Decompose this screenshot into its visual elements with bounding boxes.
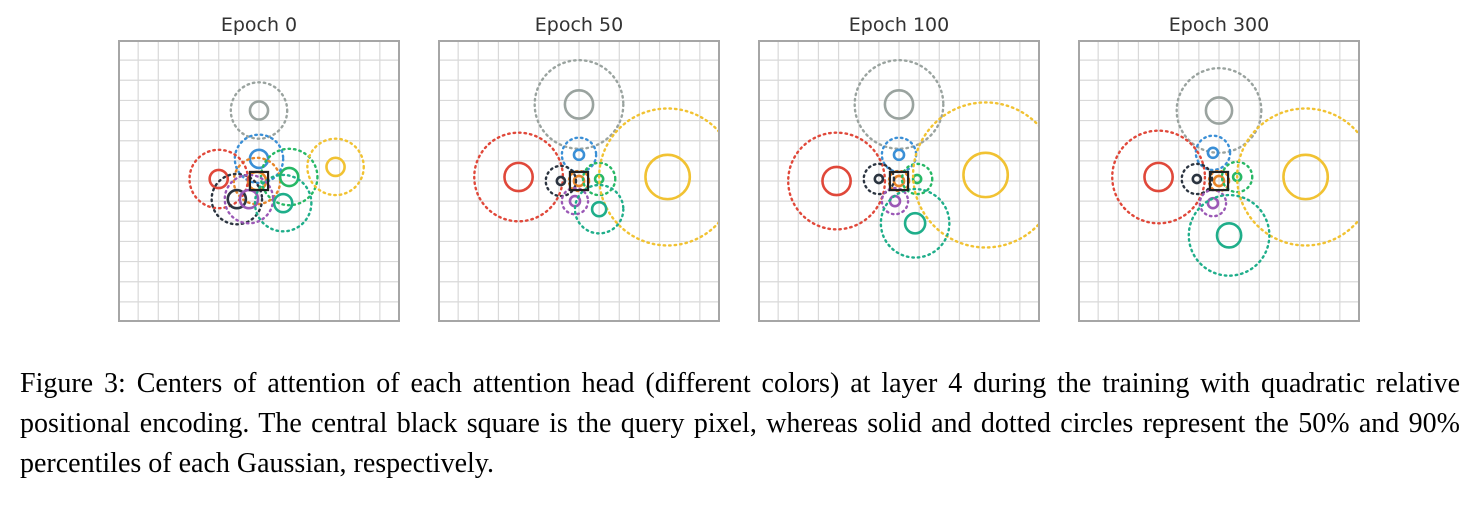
head-green-90-circle: [900, 162, 934, 196]
head-gray-50-circle: [563, 89, 595, 120]
head-purple-90-circle: [223, 173, 275, 225]
head-teal-90-circle: [253, 173, 313, 233]
head-black-50-circle: [555, 175, 567, 187]
figure-caption: Figure 3: Centers of attention of each a…: [20, 368, 1460, 479]
panel-title: Epoch 0: [220, 14, 298, 36]
head-teal-90-circle: [573, 183, 625, 235]
query-pixel-square: [248, 170, 270, 192]
head-red-90-circle: [787, 131, 887, 231]
head-yellow-50-circle: [644, 153, 692, 201]
head-green-90-circle: [581, 161, 617, 197]
grid: [758, 40, 1040, 322]
head-gray-50-circle: [1204, 96, 1234, 125]
head-teal-50-circle: [1215, 222, 1243, 249]
head-purple-90-circle: [880, 186, 910, 216]
query-pixel-square: [568, 170, 590, 192]
head-teal-90-circle: [1187, 193, 1271, 277]
head-yellow-90-circle: [911, 101, 1040, 249]
panel-epoch-100: Epoch 100: [758, 12, 1040, 324]
head-yellow-50-circle: [1282, 153, 1330, 201]
head-green-90-circle: [1220, 160, 1254, 194]
query-pixel-square: [1208, 170, 1230, 192]
head-black-50-circle: [1191, 173, 1203, 185]
head-gray-50-circle: [248, 100, 270, 121]
head-black-90-circle: [544, 164, 578, 198]
plot-frame: [118, 40, 400, 322]
panel-title: Epoch 50: [534, 14, 624, 36]
head-black-90-circle: [862, 162, 896, 196]
head-teal-90-circle: [879, 187, 951, 259]
attention-plot: [758, 40, 1040, 322]
attention-plot: [438, 40, 720, 322]
panel-epoch-300: Epoch 300: [1078, 12, 1360, 324]
head-teal-50-circle: [272, 192, 294, 214]
plot-frame: [1078, 40, 1360, 322]
plot-frame: [438, 40, 720, 322]
head-gray-90-circle: [853, 58, 945, 150]
head-teal-50-circle: [903, 211, 927, 235]
panel-title: Epoch 100: [848, 14, 950, 36]
head-yellow-90-circle: [597, 107, 720, 247]
head-yellow-90-circle: [306, 137, 365, 197]
head-gray-90-circle: [229, 81, 289, 140]
head-gray-50-circle: [883, 89, 915, 120]
head-blue-90-circle: [233, 133, 285, 185]
head-green-50-circle: [911, 173, 923, 185]
plot-frame: [758, 40, 1040, 322]
head-green-90-circle: [259, 147, 319, 207]
head-red-50-circle: [1143, 161, 1174, 193]
head-red-90-circle: [188, 148, 250, 210]
panel-epoch-0: Epoch 0: [118, 12, 400, 324]
head-purple-90-circle: [1198, 188, 1228, 218]
gaussians: [1111, 67, 1360, 277]
head-black-90-circle: [1180, 162, 1214, 196]
gaussians: [787, 58, 1040, 259]
attention-plot: [1078, 40, 1360, 322]
head-purple-90-circle: [560, 186, 590, 216]
head-red-50-circle: [208, 168, 230, 190]
head-black-50-circle: [226, 188, 248, 210]
query-pixel-square: [888, 170, 910, 192]
grid: [438, 40, 720, 322]
panel-title: Epoch 300: [1168, 14, 1270, 36]
head-blue-90-circle: [1194, 134, 1232, 172]
grid: [1078, 40, 1360, 322]
gaussians: [473, 58, 720, 247]
head-orange-50-circle: [572, 174, 586, 188]
head-green-50-circle: [278, 166, 300, 188]
head-blue-50-circle: [1206, 146, 1220, 160]
head-orange-50-circle: [1212, 174, 1226, 188]
head-yellow-50-circle: [325, 156, 346, 178]
head-black-90-circle: [210, 172, 264, 226]
head-gray-90-circle: [533, 58, 625, 150]
head-red-50-circle: [503, 161, 534, 193]
head-blue-50-circle: [892, 148, 906, 162]
figure-panels: Epoch 0 Epoch 50 Epoch 100 Epoch 300: [118, 12, 1360, 324]
head-yellow-90-circle: [1235, 107, 1360, 247]
gaussians: [188, 81, 365, 233]
attention-plot: [118, 40, 400, 322]
head-yellow-50-circle: [962, 151, 1010, 199]
head-black-50-circle: [873, 173, 885, 185]
head-red-50-circle: [821, 165, 852, 197]
head-red-90-circle: [1111, 129, 1207, 225]
head-teal-50-circle: [590, 200, 608, 218]
panel-epoch-50: Epoch 50: [438, 12, 720, 324]
head-blue-50-circle: [572, 148, 586, 162]
